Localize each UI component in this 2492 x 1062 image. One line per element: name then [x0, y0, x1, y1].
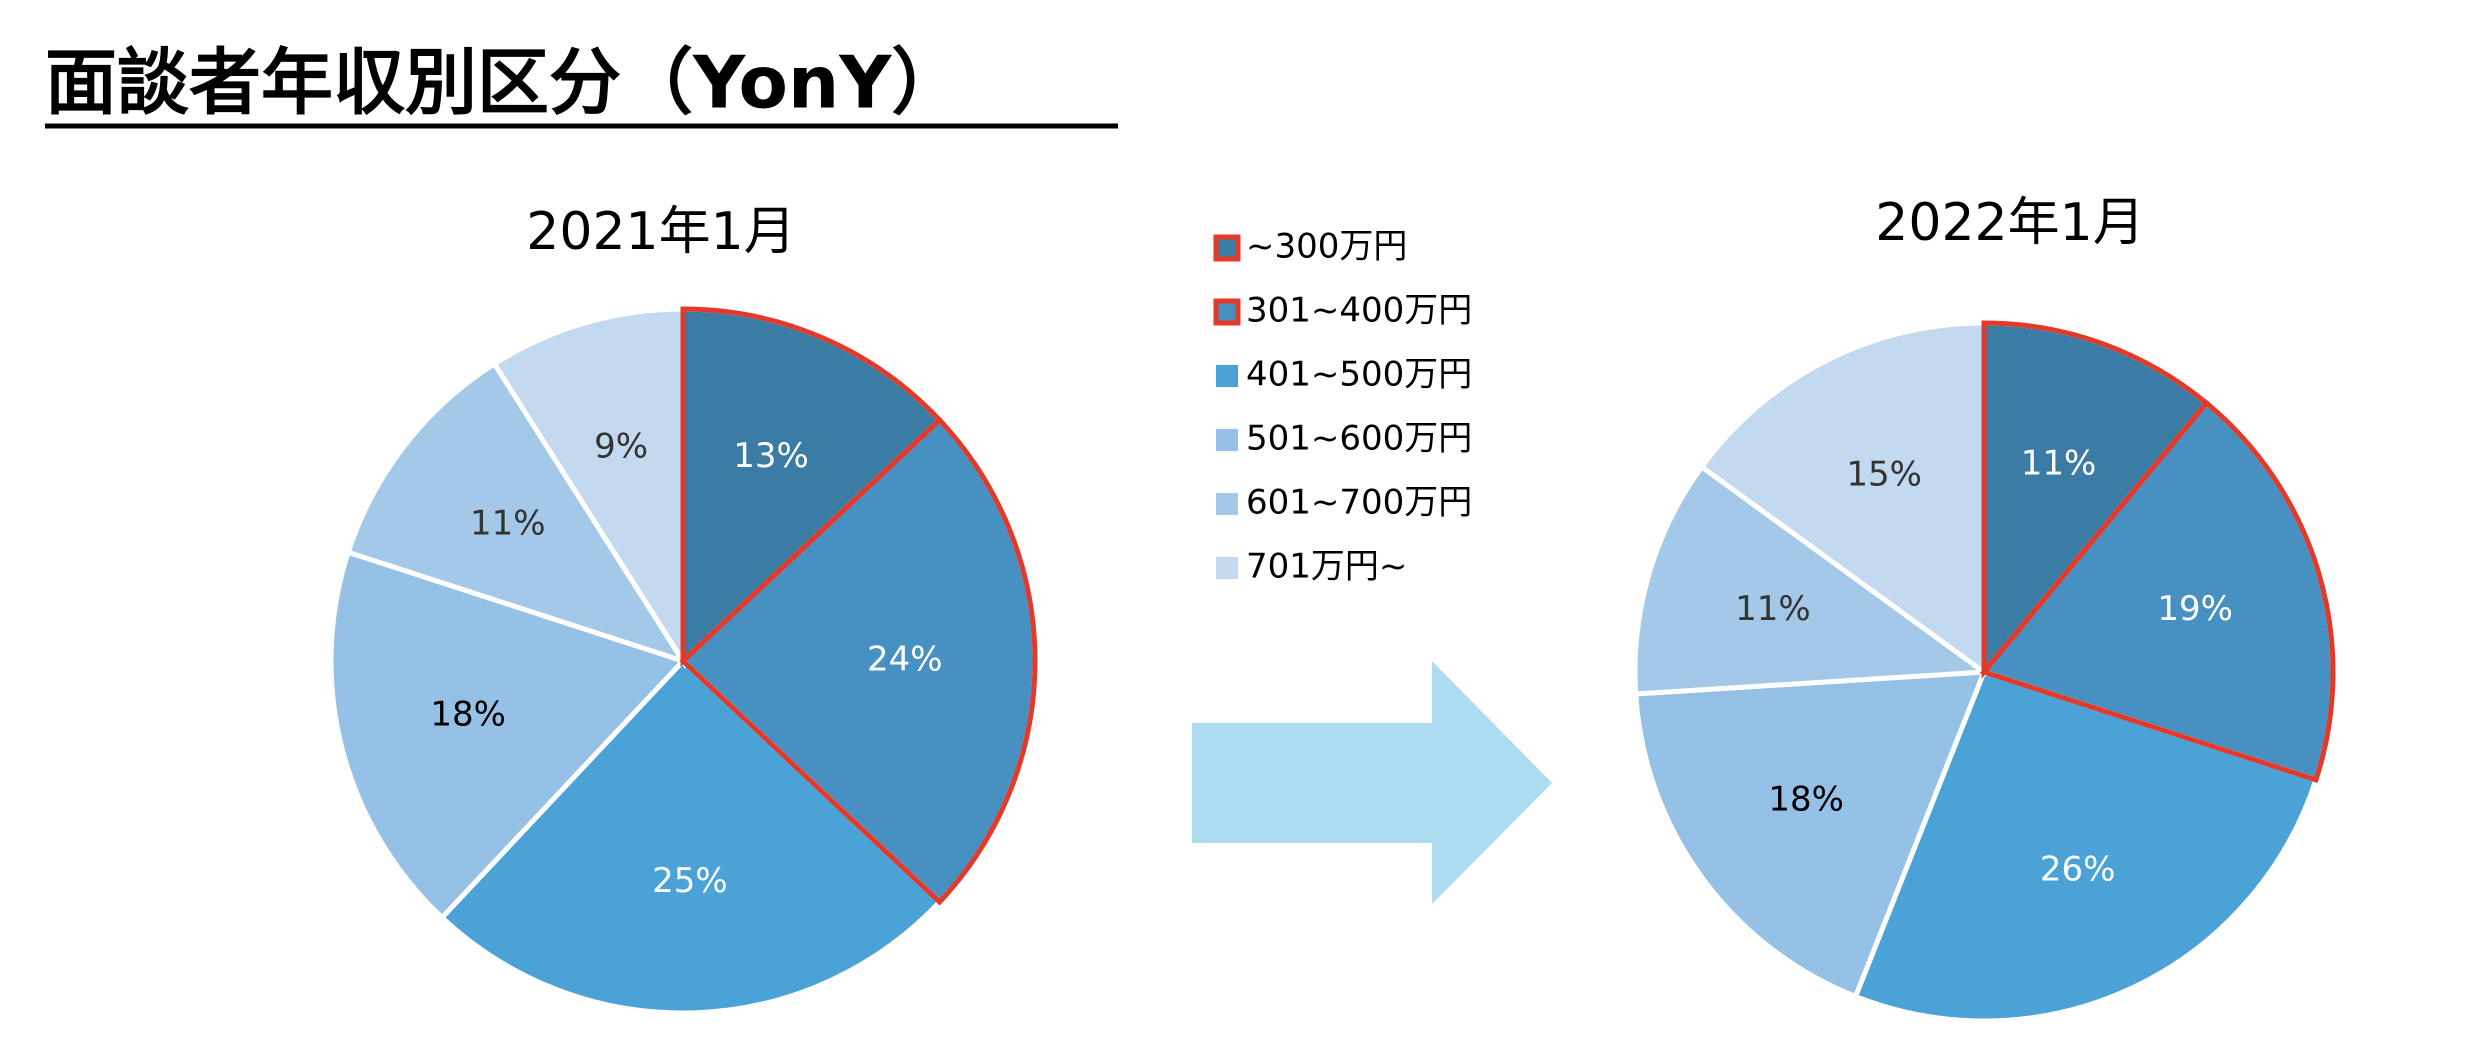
- data-label: 11%: [470, 504, 546, 544]
- data-label: 9%: [594, 427, 648, 467]
- legend-marker: [1213, 298, 1241, 326]
- page-title: 面談者年収別区分（YonY）: [45, 41, 963, 125]
- legend-marker: [1216, 365, 1238, 387]
- chart-title: 2021年1月: [526, 202, 795, 262]
- data-label: 19%: [2157, 589, 2233, 629]
- legend-label: 401~500万円: [1246, 355, 1472, 395]
- data-label: 26%: [2040, 849, 2116, 889]
- highlight-outline: [1981, 320, 2210, 679]
- arrow: [1192, 661, 1552, 904]
- pie-slice: [1852, 668, 2320, 1024]
- data-label: 11%: [1735, 589, 1811, 629]
- data-label: 18%: [430, 695, 506, 735]
- highlight-outline: [679, 416, 1038, 906]
- legend-marker: [1216, 557, 1238, 579]
- pie-slice: [490, 306, 686, 670]
- legend-marker: [1216, 493, 1238, 515]
- chart-title: 2022年1月: [1875, 193, 2144, 253]
- pie-slice: [1698, 320, 1987, 677]
- pie-slice: [1632, 463, 1992, 697]
- data-label: 24%: [867, 640, 943, 680]
- pie-slice: [345, 360, 689, 666]
- legend-marker: [1216, 429, 1238, 451]
- pie-slice: [328, 549, 688, 922]
- data-label: 13%: [733, 436, 809, 476]
- highlight-outline: [680, 306, 944, 667]
- legend-label: 301~400万円: [1246, 291, 1472, 331]
- highlight-outline: [1979, 399, 2336, 783]
- pie-slice: [1633, 669, 1988, 1000]
- pie-slice: [438, 657, 944, 1016]
- data-label: 18%: [1768, 780, 1844, 820]
- legend-label: 701万円~: [1246, 547, 1407, 587]
- data-label: 11%: [2021, 444, 2097, 484]
- data-label: 25%: [652, 861, 728, 901]
- data-label: 15%: [1846, 455, 1922, 495]
- legend-marker: [1213, 234, 1241, 262]
- legend-label: ~300万円: [1246, 227, 1407, 267]
- legend-label: 501~600万円: [1246, 419, 1472, 459]
- legend-label: 601~700万円: [1246, 483, 1472, 523]
